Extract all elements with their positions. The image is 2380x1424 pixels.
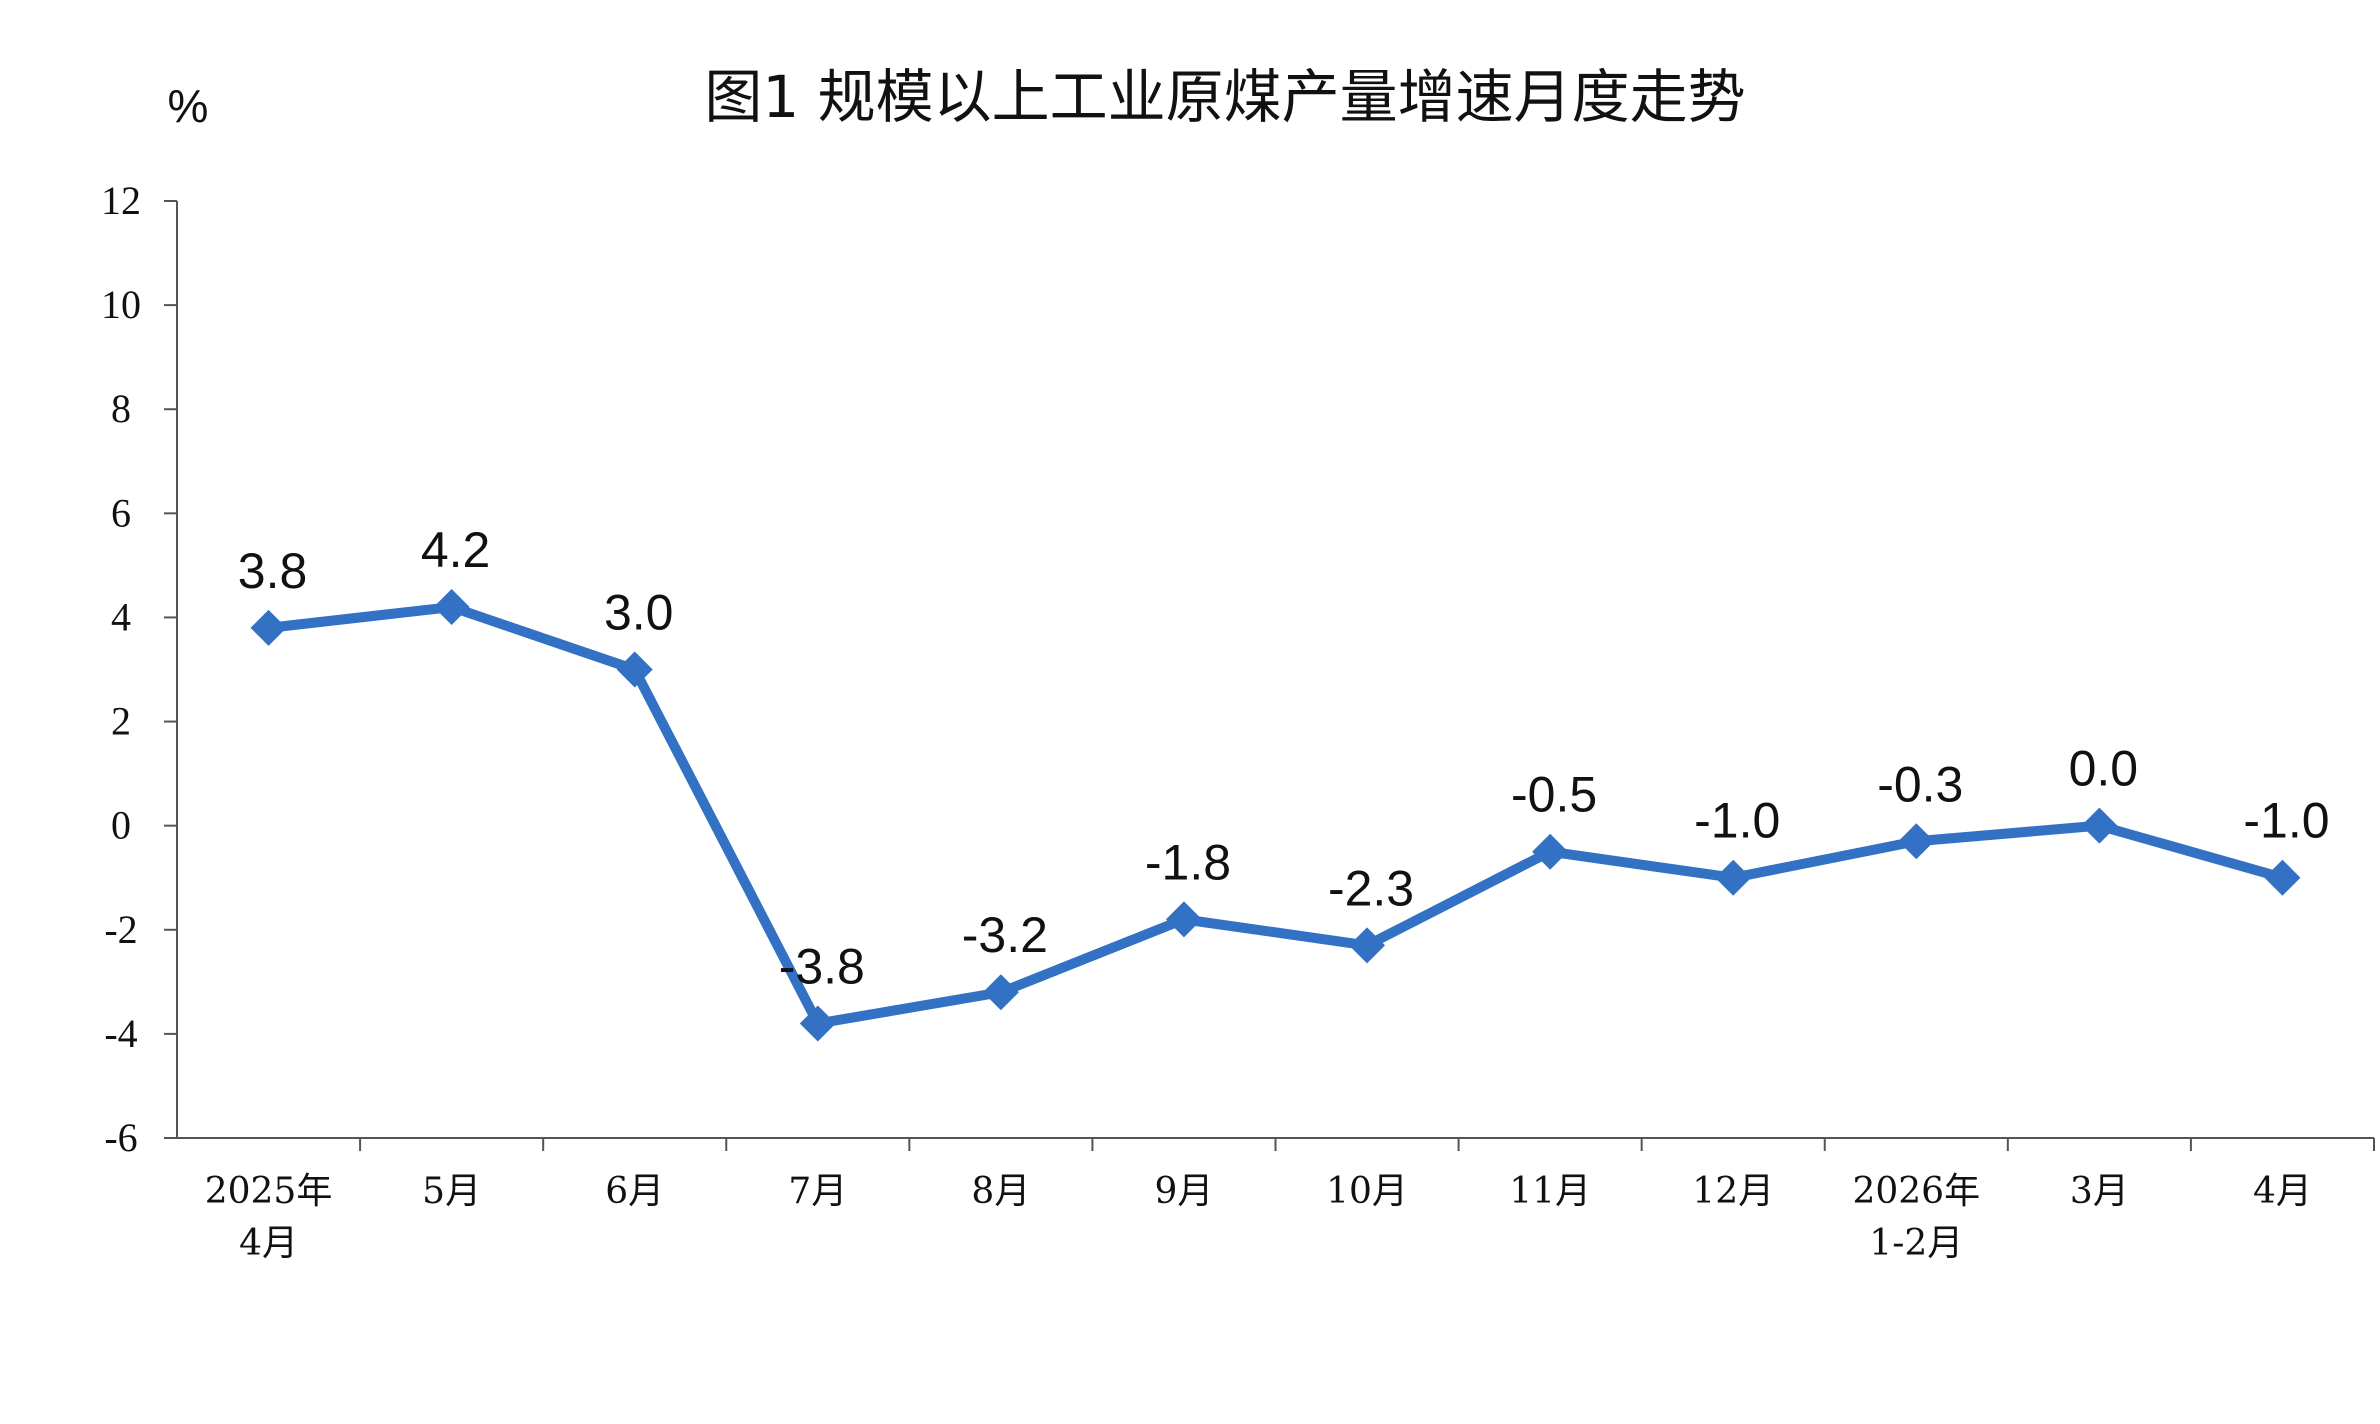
data-point-marker [1715, 859, 1752, 896]
x-tick-label: 6月 [605, 1171, 664, 1212]
data-point-marker [1349, 927, 1386, 964]
axes: 12 10 8 6 4 2 0 -2 -4 -6 2025年 4月 5月 6月 7月 8月 9月 10月 11月 12… [101, 178, 2375, 1264]
y-tick-label: 10 [101, 282, 141, 327]
x-tick-label: 8月 [971, 1171, 1030, 1212]
plot-area: 3.8 4.2 3.0 -3.8 -3.2 -1.8 -2.3 -0.5 -1.0 -0.3 0.0… [238, 522, 2330, 1042]
x-tick-label: 2026年 [1852, 1171, 1980, 1212]
data-point-marker [250, 609, 287, 646]
x-tick-label: 4月 [239, 1223, 298, 1264]
y-tick-label: -6 [104, 1115, 137, 1160]
data-point-marker [1532, 833, 1569, 870]
y-tick-label: 8 [111, 386, 131, 431]
x-tick-label: 10月 [1326, 1171, 1408, 1212]
data-point-marker [2264, 859, 2301, 896]
data-label: 4.2 [421, 522, 491, 578]
x-tick-label: 11月 [1509, 1171, 1591, 1212]
data-label: -3.2 [962, 907, 1048, 963]
data-label: -2.3 [1328, 860, 1414, 916]
data-label: -0.3 [1877, 756, 1963, 812]
data-label: 3.8 [238, 543, 308, 599]
data-label: -1.8 [1145, 834, 1231, 890]
x-tick-label: 2025年 [205, 1171, 333, 1212]
chart-title: 图1 规模以上工业原煤产量增速月度走势 [704, 63, 1745, 131]
data-label: -0.5 [1511, 767, 1597, 823]
y-tick-label: 4 [111, 594, 131, 639]
data-point-marker [1898, 823, 1935, 860]
data-point-marker [2081, 807, 2118, 844]
data-point-marker [433, 589, 470, 626]
x-tick-label: 5月 [422, 1171, 481, 1212]
x-tick-label: 7月 [788, 1171, 847, 1212]
y-tick-label: -4 [104, 1011, 137, 1056]
data-point-marker [799, 1005, 836, 1042]
series-line [263, 602, 2288, 1029]
data-point-marker [1165, 901, 1202, 938]
x-tick-label: 4月 [2253, 1171, 2312, 1212]
x-tick-label: 9月 [1155, 1171, 1214, 1212]
data-label: -1.0 [1694, 793, 1780, 849]
data-point-marker [616, 651, 653, 688]
data-label: -3.8 [779, 938, 865, 994]
x-tick-label: 12月 [1692, 1171, 1774, 1212]
y-tick-label: -2 [104, 907, 137, 952]
x-tick-label: 3月 [2070, 1171, 2129, 1212]
data-label: 0.0 [2069, 741, 2139, 797]
data-label: 3.0 [604, 585, 674, 641]
y-tick-label: 0 [111, 803, 131, 848]
data-point-marker [982, 974, 1019, 1011]
y-tick-label: 12 [101, 178, 141, 223]
y-axis-unit-label: % [168, 80, 209, 132]
data-label: -1.0 [2243, 793, 2329, 849]
x-tick-label: 1-2月 [1869, 1223, 1963, 1264]
y-tick-label: 2 [111, 699, 131, 744]
y-tick-label: 6 [111, 490, 131, 535]
